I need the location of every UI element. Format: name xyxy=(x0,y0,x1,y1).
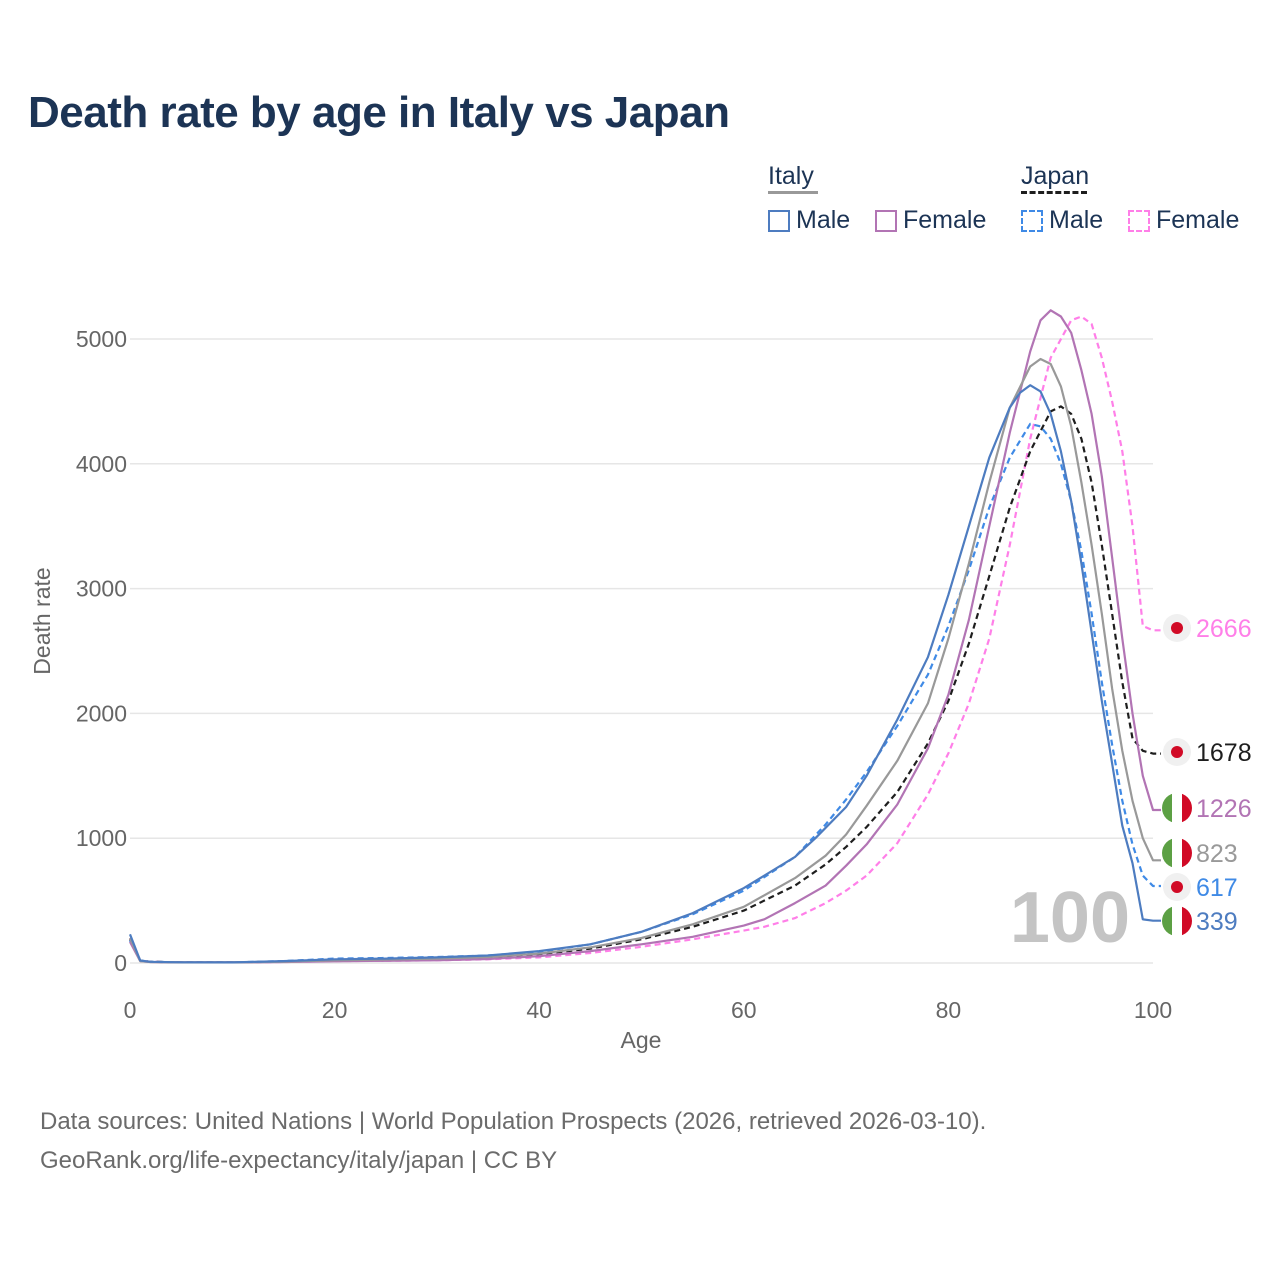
legend-japan-dashed-line xyxy=(1021,191,1087,194)
italy-flag-green xyxy=(1162,793,1172,823)
legend-italy-female[interactable]: Female xyxy=(875,206,986,235)
x-tick-label: 80 xyxy=(936,997,962,1023)
end-value-label: 617 xyxy=(1196,874,1238,902)
legend-italy-female-swatch xyxy=(875,209,897,232)
series-line-japan-female[interactable] xyxy=(128,315,1161,964)
year-watermark: 100 xyxy=(1010,878,1130,958)
x-axis-label: Age xyxy=(621,1027,662,1053)
x-tick-label: 40 xyxy=(526,997,552,1023)
legend-japan-male-label: Male xyxy=(1049,206,1104,234)
italy-flag-white xyxy=(1172,906,1182,936)
chart-title: Death rate by age in Italy vs Japan xyxy=(28,88,730,137)
italy-flag-icon xyxy=(1162,906,1192,936)
japan-flag-sun xyxy=(1171,622,1183,634)
italy-flag-red xyxy=(1182,793,1192,823)
end-value-label: 339 xyxy=(1196,908,1238,936)
legend-italy-male[interactable]: Male xyxy=(768,206,850,235)
series-lines xyxy=(128,309,1161,964)
legend-japan-male-swatch xyxy=(1021,209,1043,232)
series-line-japan-male[interactable] xyxy=(129,422,1161,964)
japan-flag-sun xyxy=(1171,746,1183,758)
legend-group-japan: Japan xyxy=(1021,162,1089,194)
italy-flag-white xyxy=(1172,793,1182,823)
y-tick-label: 3000 xyxy=(76,576,127,602)
italy-flag-icon xyxy=(1162,793,1192,823)
legend-italy-solid-line xyxy=(768,191,818,194)
japan-flag-sun xyxy=(1171,881,1183,893)
end-value-label: 1226 xyxy=(1196,795,1252,823)
footer-sources: Data sources: United Nations | World Pop… xyxy=(40,1108,987,1135)
series-line-italy-female[interactable] xyxy=(129,309,1161,964)
italy-flag-green xyxy=(1162,838,1172,868)
y-tick-label: 0 xyxy=(114,950,127,976)
legend-japan-female-swatch xyxy=(1128,209,1150,232)
y-tick-label: 5000 xyxy=(76,326,127,352)
legend-italy-female-label: Female xyxy=(903,206,987,234)
italy-flag-icon xyxy=(1162,838,1192,868)
y-tick-label: 1000 xyxy=(76,825,127,851)
end-value-label: 823 xyxy=(1196,840,1238,868)
legend-japan-female[interactable]: Female xyxy=(1128,206,1239,235)
x-tick-label: 60 xyxy=(731,997,757,1023)
legend-group-italy: Italy xyxy=(768,162,818,194)
footer-credit[interactable]: GeoRank.org/life-expectancy/italy/japan … xyxy=(40,1147,558,1174)
italy-flag-red xyxy=(1182,906,1192,936)
legend-italy-male-label: Male xyxy=(796,206,851,234)
y-tick-label: 4000 xyxy=(76,451,127,477)
gridlines xyxy=(130,338,1153,964)
end-value-label: 2666 xyxy=(1196,615,1252,643)
y-tick-label: 2000 xyxy=(76,700,127,726)
series-line-italy-male[interactable] xyxy=(128,384,1161,964)
x-tick-label: 100 xyxy=(1134,997,1172,1023)
end-markers: 2666 1678 617 1226 823 339 xyxy=(1162,614,1252,936)
legend-japan-female-label: Female xyxy=(1156,206,1240,234)
italy-flag-green xyxy=(1162,906,1172,936)
italy-flag-red xyxy=(1182,838,1192,868)
legend-group-japan-label: Japan xyxy=(1021,162,1090,190)
legend-italy-male-swatch xyxy=(768,209,790,232)
legend-group-italy-label: Italy xyxy=(768,162,814,190)
x-tick-label: 0 xyxy=(124,997,137,1023)
y-axis-label: Death rate xyxy=(29,567,55,674)
axis-ticks: 0 1000 2000 3000 4000 5000 0 20 40 60 80 100 xyxy=(76,326,1172,1023)
series-line-japan-total[interactable] xyxy=(129,405,1161,964)
italy-flag-white xyxy=(1172,838,1182,868)
legend-japan-male[interactable]: Male xyxy=(1021,206,1103,235)
x-tick-label: 20 xyxy=(322,997,348,1023)
end-value-label: 1678 xyxy=(1196,739,1252,767)
